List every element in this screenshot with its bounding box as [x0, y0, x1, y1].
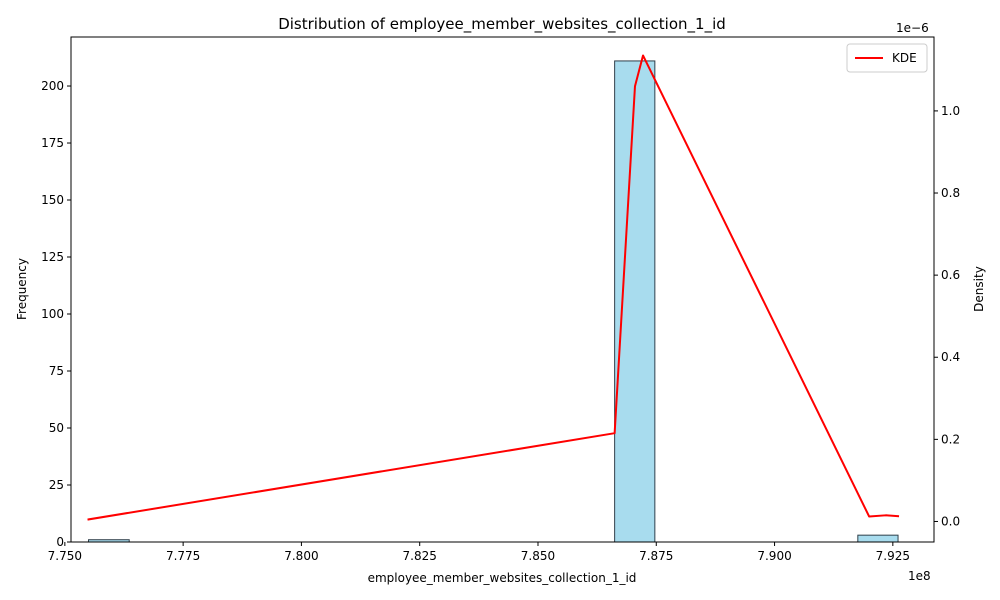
histogram-bar-2	[857, 534, 899, 543]
y-tick-label-6: 150	[41, 193, 64, 207]
x-tick-label-0: 7.750	[48, 549, 82, 563]
x-tick-label-7: 7.925	[876, 549, 910, 563]
x-axis: 7.750 7.775 7.800 7.825 7.850 7.875 7.900 7.925	[48, 542, 910, 563]
bars-layer	[88, 60, 899, 543]
y-tick-label-0: 0	[56, 535, 64, 549]
y2-tick-label-5: 1.0	[941, 104, 960, 118]
y2-axis: 0.0 0.2 0.4 0.6 0.8 1.0	[934, 104, 960, 528]
kde-line-0	[87, 54, 900, 521]
x-tick-label-5: 7.875	[639, 549, 673, 563]
x-axis-offset-text: 1e8	[908, 569, 931, 583]
x-tick-label-2: 7.800	[284, 549, 318, 563]
y-tick-label-2: 50	[49, 421, 64, 435]
y-tick-label-1: 25	[49, 478, 64, 492]
y-tick-label-5: 125	[41, 250, 64, 264]
y2-tick-label-0: 0.0	[941, 514, 960, 528]
chart-title: Distribution of employee_member_websites…	[278, 15, 726, 34]
y2-axis-label: Density	[972, 266, 986, 312]
y2-tick-label-2: 0.4	[941, 350, 960, 364]
y2-tick-label-4: 0.8	[941, 186, 960, 200]
y-axis-label: Frequency	[15, 258, 29, 320]
y-tick-label-7: 175	[41, 136, 64, 150]
y-tick-label-3: 75	[49, 364, 64, 378]
x-tick-label-3: 7.825	[403, 549, 437, 563]
y-tick-label-8: 200	[41, 79, 64, 93]
plot-frame	[70, 36, 935, 543]
y2-tick-label-3: 0.6	[941, 268, 960, 282]
kde-layer	[87, 54, 900, 521]
y-tick-label-4: 100	[41, 307, 64, 321]
x-tick-label-1: 7.775	[166, 549, 200, 563]
y2-tick-label-1: 0.2	[941, 432, 960, 446]
legend-kde-label: KDE	[892, 51, 917, 65]
y2-axis-offset-text: 1e−6	[896, 21, 929, 35]
histogram-bar-1	[614, 60, 656, 543]
x-tick-label-6: 7.900	[757, 549, 791, 563]
legend: KDE	[846, 43, 928, 73]
x-tick-label-4: 7.850	[521, 549, 555, 563]
legend-box	[846, 43, 928, 73]
y-axis: 0 25 50 75 100 125 150 175 200	[41, 79, 71, 549]
x-axis-label: employee_member_websites_collection_1_id	[368, 571, 637, 585]
